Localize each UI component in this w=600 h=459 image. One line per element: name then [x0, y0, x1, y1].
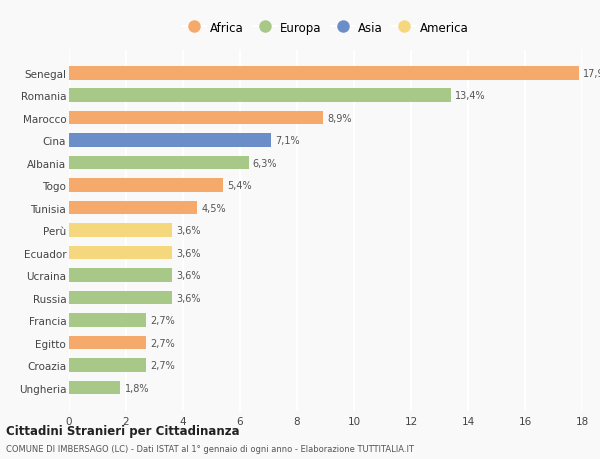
- Bar: [69, 202, 197, 215]
- Text: 3,6%: 3,6%: [176, 293, 200, 303]
- Bar: [69, 134, 271, 148]
- Text: 2,7%: 2,7%: [150, 315, 175, 325]
- Bar: [69, 358, 146, 372]
- Bar: [69, 381, 121, 394]
- Text: 3,6%: 3,6%: [176, 226, 200, 235]
- Text: 7,1%: 7,1%: [275, 136, 300, 146]
- Bar: [69, 313, 146, 327]
- Bar: [69, 67, 579, 80]
- Text: 8,9%: 8,9%: [327, 113, 352, 123]
- Bar: [69, 112, 323, 125]
- Text: COMUNE DI IMBERSAGO (LC) - Dati ISTAT al 1° gennaio di ogni anno - Elaborazione : COMUNE DI IMBERSAGO (LC) - Dati ISTAT al…: [6, 444, 414, 453]
- Bar: [69, 179, 223, 192]
- Text: 5,4%: 5,4%: [227, 181, 252, 191]
- Text: 13,4%: 13,4%: [455, 91, 486, 101]
- Bar: [69, 157, 248, 170]
- Legend: Africa, Europa, Asia, America: Africa, Europa, Asia, America: [178, 17, 473, 39]
- Text: 1,8%: 1,8%: [125, 383, 149, 393]
- Bar: [69, 336, 146, 350]
- Text: 6,3%: 6,3%: [253, 158, 277, 168]
- Text: 17,9%: 17,9%: [583, 68, 600, 78]
- Bar: [69, 291, 172, 305]
- Bar: [69, 246, 172, 260]
- Text: Cittadini Stranieri per Cittadinanza: Cittadini Stranieri per Cittadinanza: [6, 424, 239, 437]
- Text: 2,7%: 2,7%: [150, 338, 175, 348]
- Bar: [69, 269, 172, 282]
- Bar: [69, 90, 451, 103]
- Bar: [69, 224, 172, 237]
- Text: 4,5%: 4,5%: [202, 203, 226, 213]
- Text: 2,7%: 2,7%: [150, 360, 175, 370]
- Text: 3,6%: 3,6%: [176, 270, 200, 280]
- Text: 3,6%: 3,6%: [176, 248, 200, 258]
